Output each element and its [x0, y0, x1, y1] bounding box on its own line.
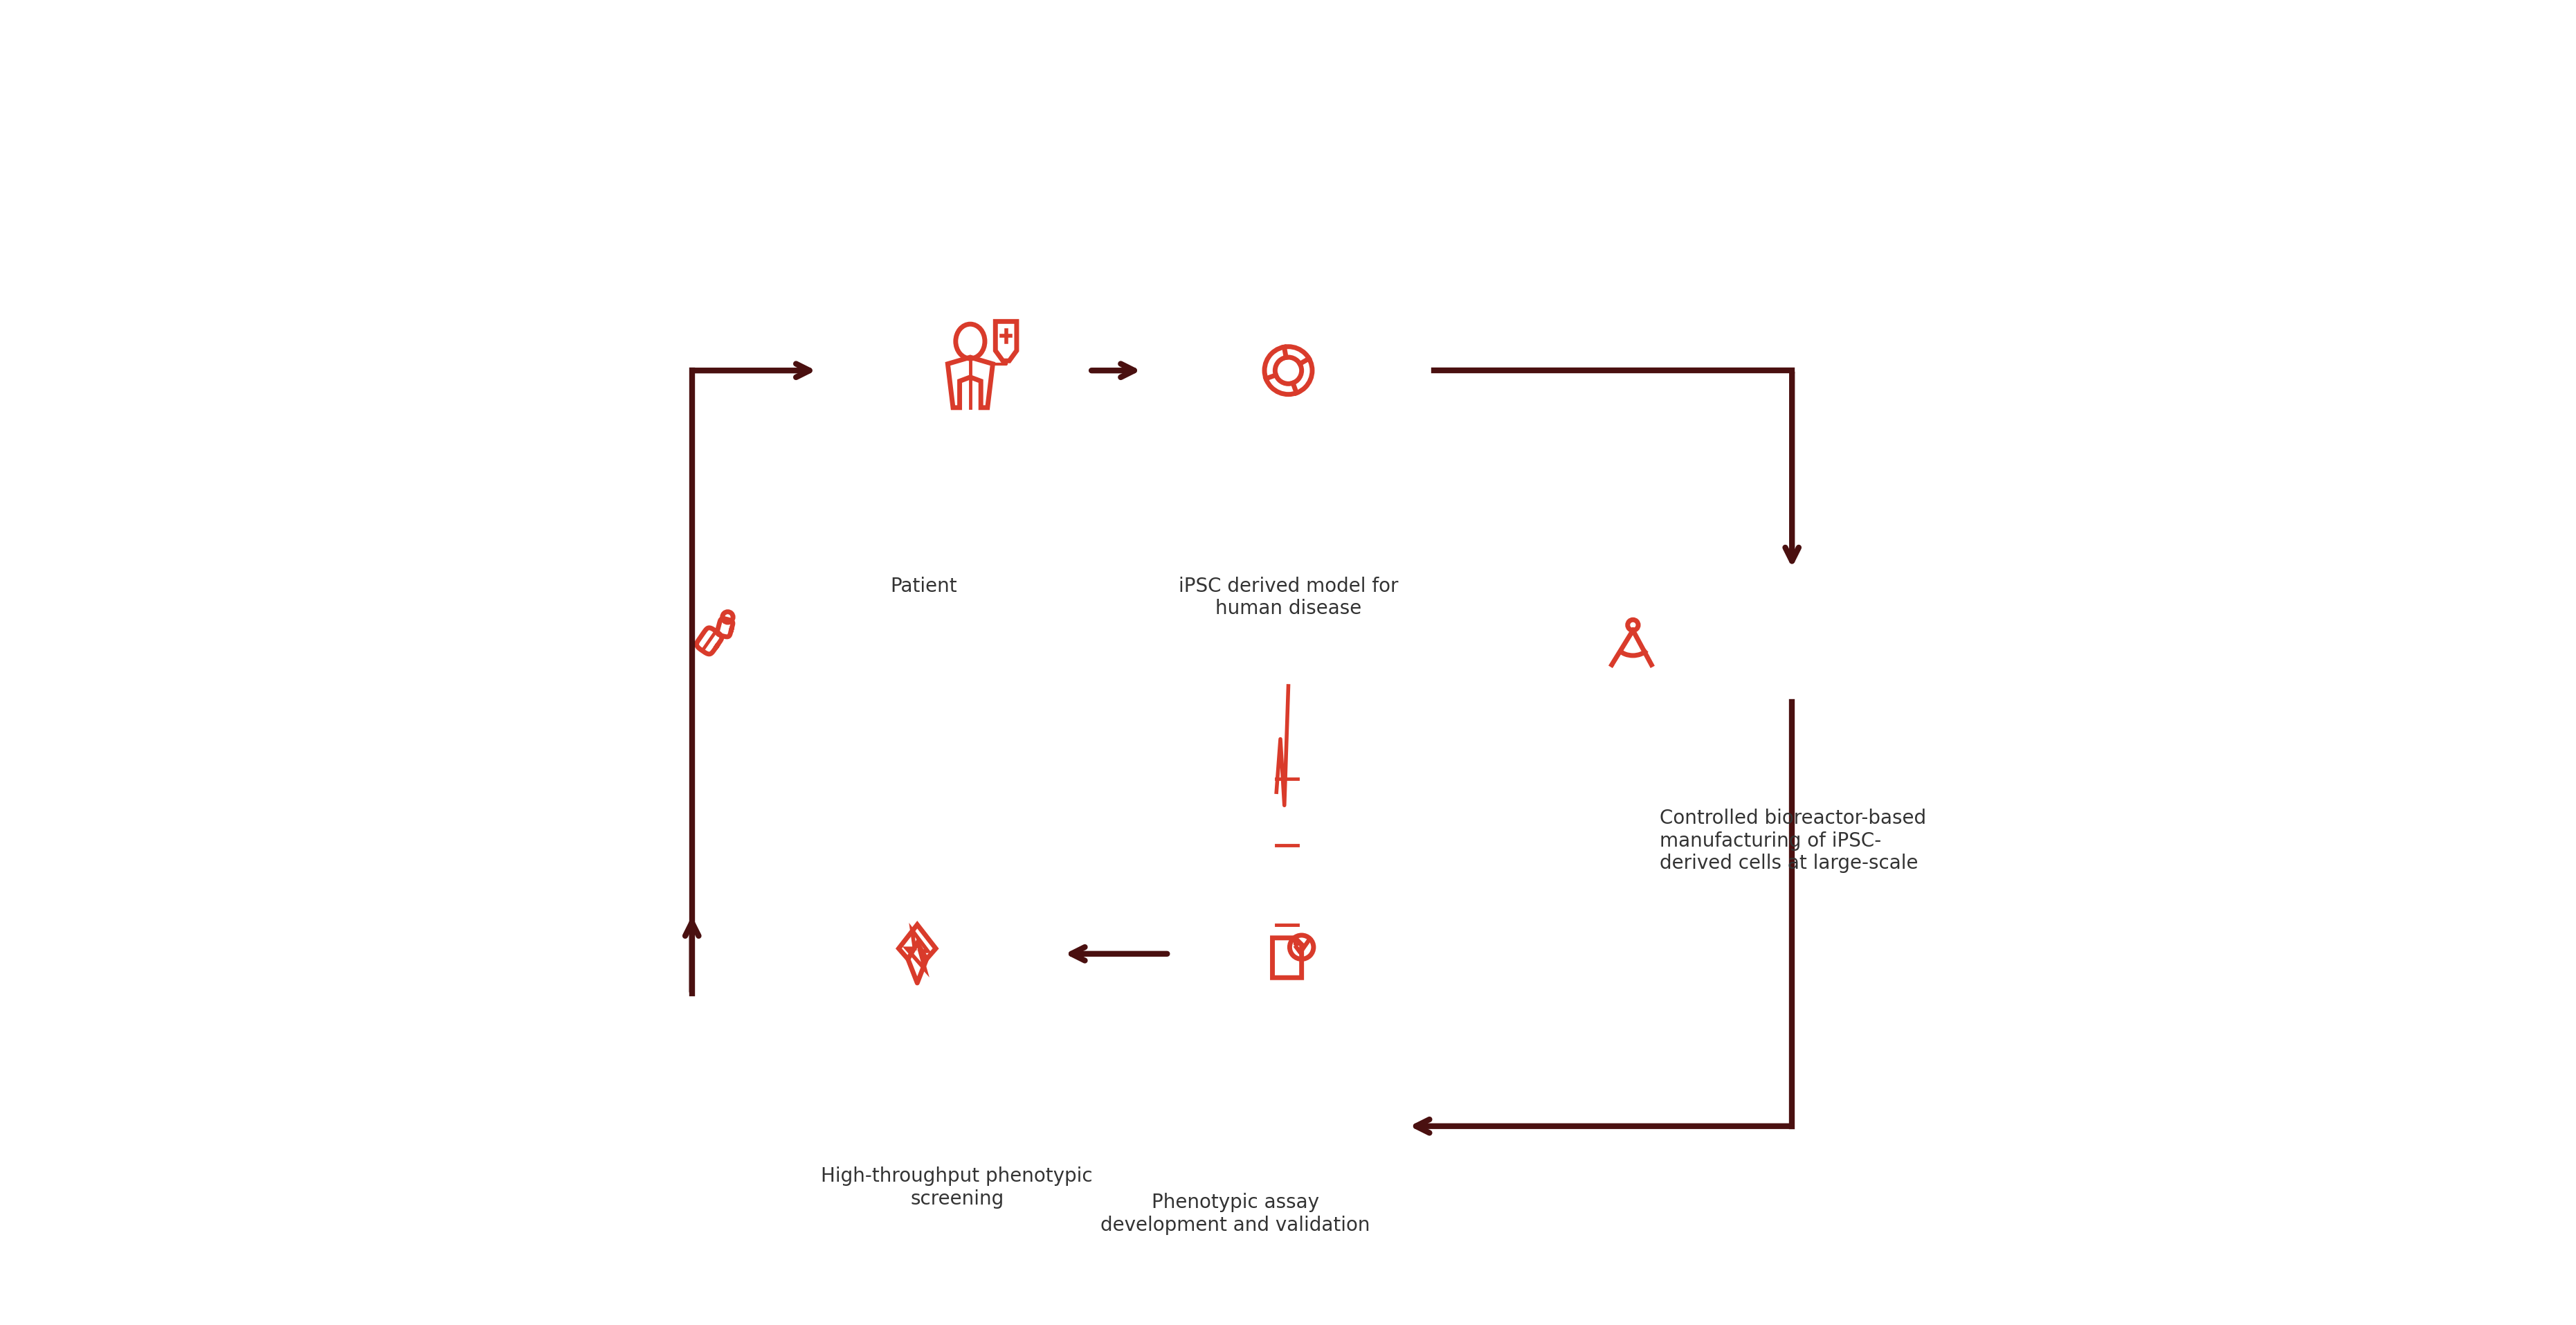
- Text: Patient: Patient: [891, 576, 958, 596]
- Text: iPSC derived model for
human disease: iPSC derived model for human disease: [1177, 576, 1399, 619]
- Text: Phenotypic assay
development and validation: Phenotypic assay development and validat…: [1100, 1192, 1370, 1235]
- Text: Controlled bioreactor-based
manufacturing of iPSC-
derived cells at large-scale: Controlled bioreactor-based manufacturin…: [1659, 808, 1924, 872]
- Text: High-throughput phenotypic
screening: High-throughput phenotypic screening: [822, 1166, 1092, 1208]
